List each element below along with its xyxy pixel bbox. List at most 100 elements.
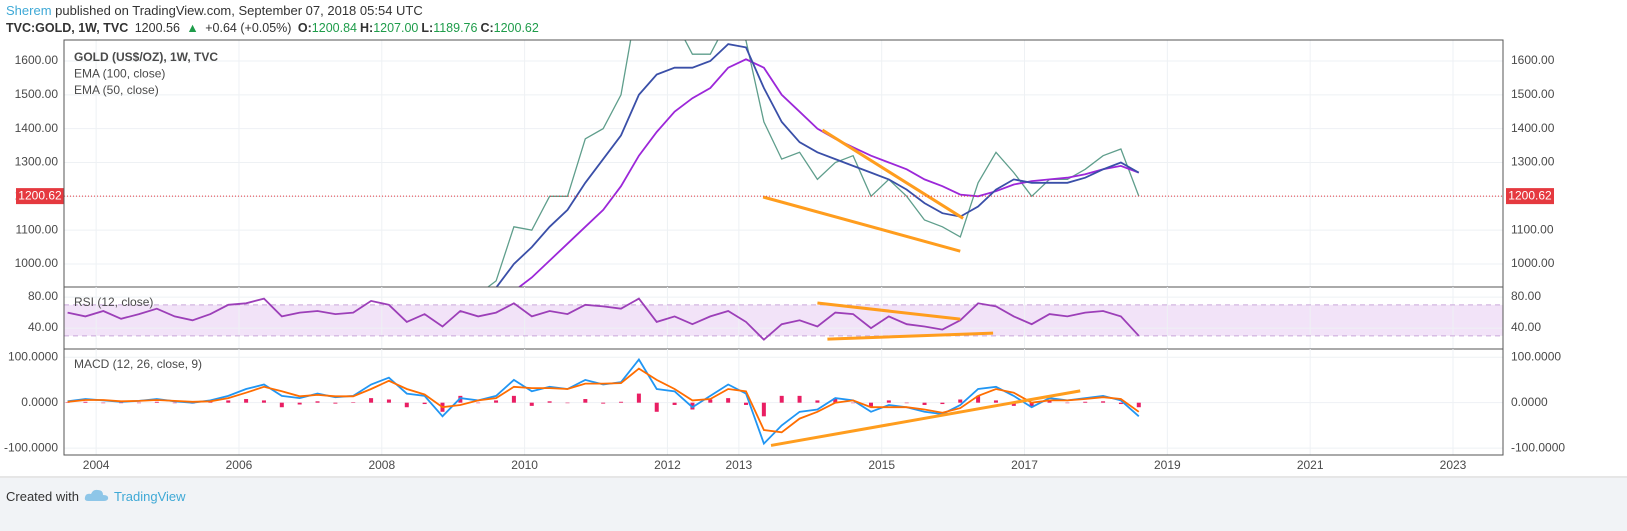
pane-title: RSI (12, close) [74,295,153,309]
histogram-bar [83,401,88,403]
ohlc-value: 1200.62 [493,21,539,35]
pane [64,349,1503,455]
y-tick-label: 1600.00 [1511,53,1555,67]
trend-line [762,195,961,253]
created: Created with [6,489,79,504]
histogram-bar [422,402,427,405]
x-tick-label: 2017 [1011,458,1038,472]
histogram-bar [922,402,927,405]
y-tick-label: 1000.00 [15,256,59,270]
x-tick-label: 2012 [654,458,681,472]
y-tick-label: 100.0000 [8,349,58,363]
histogram-bar [351,402,356,403]
pane-title: MACD (12, 26, close, 9) [74,357,202,371]
legend-entry: EMA (100, close) [74,67,165,81]
author[interactable]: Sherem [6,3,52,18]
y-tick-label: 0.0000 [1511,395,1548,409]
y-tick-label: 1400.00 [1511,121,1555,135]
plot-frame [63,39,1504,456]
y-tick-label: 1500.00 [1511,87,1555,101]
y-tick-label: 1500.00 [15,87,59,101]
symbol-line: TVC:GOLD, 1W, TVC 1200.56 ▲ +0.64 (+0.05… [6,21,545,35]
trend-line [821,128,964,220]
series-line [459,40,1140,287]
histogram-bar [654,402,659,412]
histogram-bar [1083,401,1088,403]
y-tick-label: -100.0000 [4,440,58,454]
histogram-bar [386,399,391,403]
pane [64,40,1503,287]
histogram-bar [976,395,981,403]
histogram-bar [154,401,159,403]
histogram-bar [65,402,70,403]
histogram-bar [511,395,516,403]
x-tick-label: 2006 [226,458,253,472]
histogram-bar [226,400,231,403]
histogram-bar [119,402,124,404]
histogram-bar [993,400,998,403]
histogram-bar [333,402,338,404]
pane [64,287,1503,349]
histogram-bar [636,393,641,403]
y-tick-label: 1100.00 [16,222,59,236]
logo [84,489,109,501]
ohlc-key: H: [359,21,374,35]
series-line [67,297,1140,341]
histogram-bar [940,402,945,405]
y-tick-label: 40.00 [1511,320,1541,334]
histogram-bar [297,402,302,405]
y-tick-label: 1300.00 [15,155,59,169]
symbol: TVC:GOLD, 1W, TVC [6,21,129,35]
histogram-bar [208,401,213,403]
histogram-bar [583,399,588,403]
histogram-bar [369,398,374,403]
x-tick-label: 2019 [1154,458,1181,472]
histogram-bar [779,395,784,403]
last-price-label: 1200.62 [1508,188,1552,202]
histogram-bar [726,398,731,403]
histogram-bar [868,402,873,408]
histogram-bar [476,402,481,404]
histogram-bar [1118,402,1123,405]
last-price-box [16,188,64,205]
last-price-label: 1200.62 [18,188,62,202]
y-tick-label: 100.0000 [1511,349,1561,363]
ohlc-key: C: [480,21,494,35]
y-tick-label: 1100.00 [1511,222,1554,236]
histogram-bar [851,402,856,404]
histogram-bar [529,402,534,406]
histogram-bar [672,402,677,405]
ohlc-key: L: [421,21,434,35]
histogram-bar [904,402,909,404]
trend-line [827,331,994,341]
y-tick-label: 1300.00 [1511,155,1555,169]
histogram-bar [547,401,552,403]
footer: Created with TradingView [0,478,1627,531]
histogram-bar [136,402,141,404]
histogram-bar [619,401,624,403]
y-tick-label: 80.00 [1511,289,1541,303]
x-tick-label: 2013 [726,458,753,472]
y-tick-label: 0.0000 [21,395,58,409]
x-tick-label: 2010 [511,458,538,472]
last: 1200.56 [134,21,180,35]
histogram-bar [958,399,963,403]
histogram-bar [1065,402,1070,404]
legend-entry: EMA (50, close) [74,83,159,97]
histogram-bar [244,399,249,403]
histogram-bar [1047,400,1052,403]
histogram-bar [761,402,766,417]
histogram-bar [261,400,266,403]
histogram-bar [494,400,499,403]
ohlc-value: 1207.00 [373,21,419,35]
ohlc-value: 1200.84 [311,21,357,35]
series-line [67,367,1140,434]
brand[interactable]: TradingView [114,489,186,504]
y-tick-label: 80.00 [28,289,58,303]
x-tick-label: 2008 [368,458,395,472]
arrow: ▲ [186,21,199,35]
published: published on TradingView.com, September … [55,3,423,18]
histogram-bar [886,400,891,403]
